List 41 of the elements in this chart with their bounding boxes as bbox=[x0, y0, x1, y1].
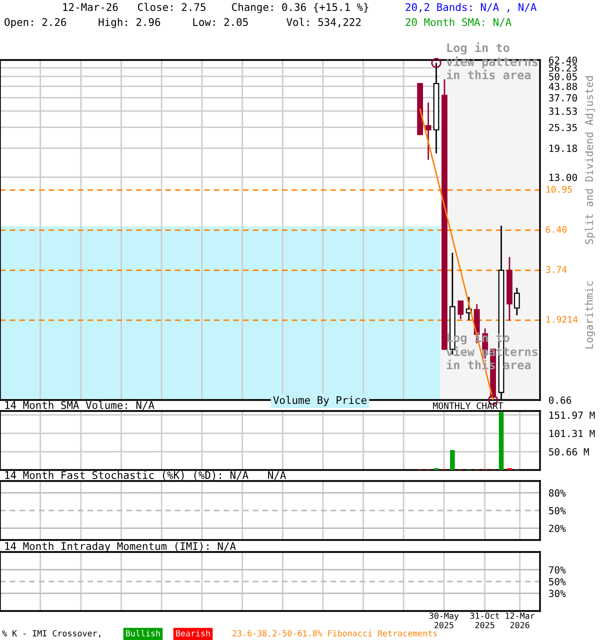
chart-title: 14 Month SMA Volume: N/A bbox=[5, 400, 154, 410]
y-tick-label: 13.00 bbox=[550, 174, 577, 182]
y-tick-label: 151.97 M bbox=[550, 411, 595, 419]
y-tick-label: 20% bbox=[549, 524, 566, 532]
ref-line-label: 1.9214 bbox=[546, 316, 578, 323]
y-tick-label: 43.88 bbox=[548, 82, 577, 90]
y-tick-label: 50% bbox=[549, 507, 566, 514]
chart-title: 14 Month Intraday Momentum (IMI): N/A bbox=[5, 542, 236, 552]
text: 23.6-38.2-50-61.8% Fibonacci Retracements bbox=[232, 630, 437, 636]
y-tick-label: 56.23 bbox=[549, 64, 577, 72]
text: 20,2 Bands: N/A , N/A bbox=[406, 2, 537, 12]
y-tick-label: 0.66 bbox=[548, 396, 572, 404]
text: Bullish bbox=[126, 630, 160, 636]
y-tick-label: 50.66 M bbox=[549, 448, 589, 456]
annotation: Volume By Price bbox=[273, 396, 366, 406]
text: Bearish bbox=[176, 630, 210, 636]
y-tick-label: 50.05 bbox=[549, 72, 577, 80]
text: 20 Month SMA: N/A bbox=[406, 18, 512, 27]
text: Split and Dividend Adjusted bbox=[584, 76, 596, 244]
y-tick-label: 37.70 bbox=[548, 94, 577, 102]
y-tick-label: 50% bbox=[549, 578, 566, 586]
x-tick-label: 30-May 2025 bbox=[429, 612, 459, 628]
y-tick-label: 80% bbox=[548, 489, 566, 497]
y-tick-label: 70% bbox=[548, 566, 566, 574]
y-tick-label: 30% bbox=[548, 590, 566, 598]
text: MONTHLY CHART bbox=[433, 402, 504, 410]
y-tick-label: 101.31 M bbox=[550, 430, 595, 438]
chart-subtitle: Open: 2.26 High: 2.96 Low: 2.05 Vol: 534,222 bbox=[4, 18, 361, 28]
text: Logarithmic bbox=[584, 281, 596, 348]
y-tick-label: 19.18 bbox=[550, 144, 577, 152]
ref-line-label: 3.74 bbox=[546, 266, 567, 273]
y-tick-label: 62.40 bbox=[548, 56, 577, 64]
x-tick-label: 12-Mar 2026 bbox=[506, 612, 535, 628]
chart-title: 14 Month Fast Stochastic (%K) (%D): N/A N/A bbox=[5, 470, 286, 480]
text: % K - IMI Crossover, bbox=[2, 630, 100, 638]
x-tick-label: 31-Oct 2025 bbox=[470, 612, 500, 628]
y-tick-label: 25.35 bbox=[549, 124, 577, 132]
ref-line-label: 6.40 bbox=[546, 226, 567, 233]
y-tick-label: 31.53 bbox=[548, 108, 577, 115]
ref-line-label: 10.95 bbox=[546, 186, 572, 193]
chart-title: 12-Mar-26 Close: 2.75 Change: 0.36 {+15.1 %} bbox=[63, 2, 368, 14]
